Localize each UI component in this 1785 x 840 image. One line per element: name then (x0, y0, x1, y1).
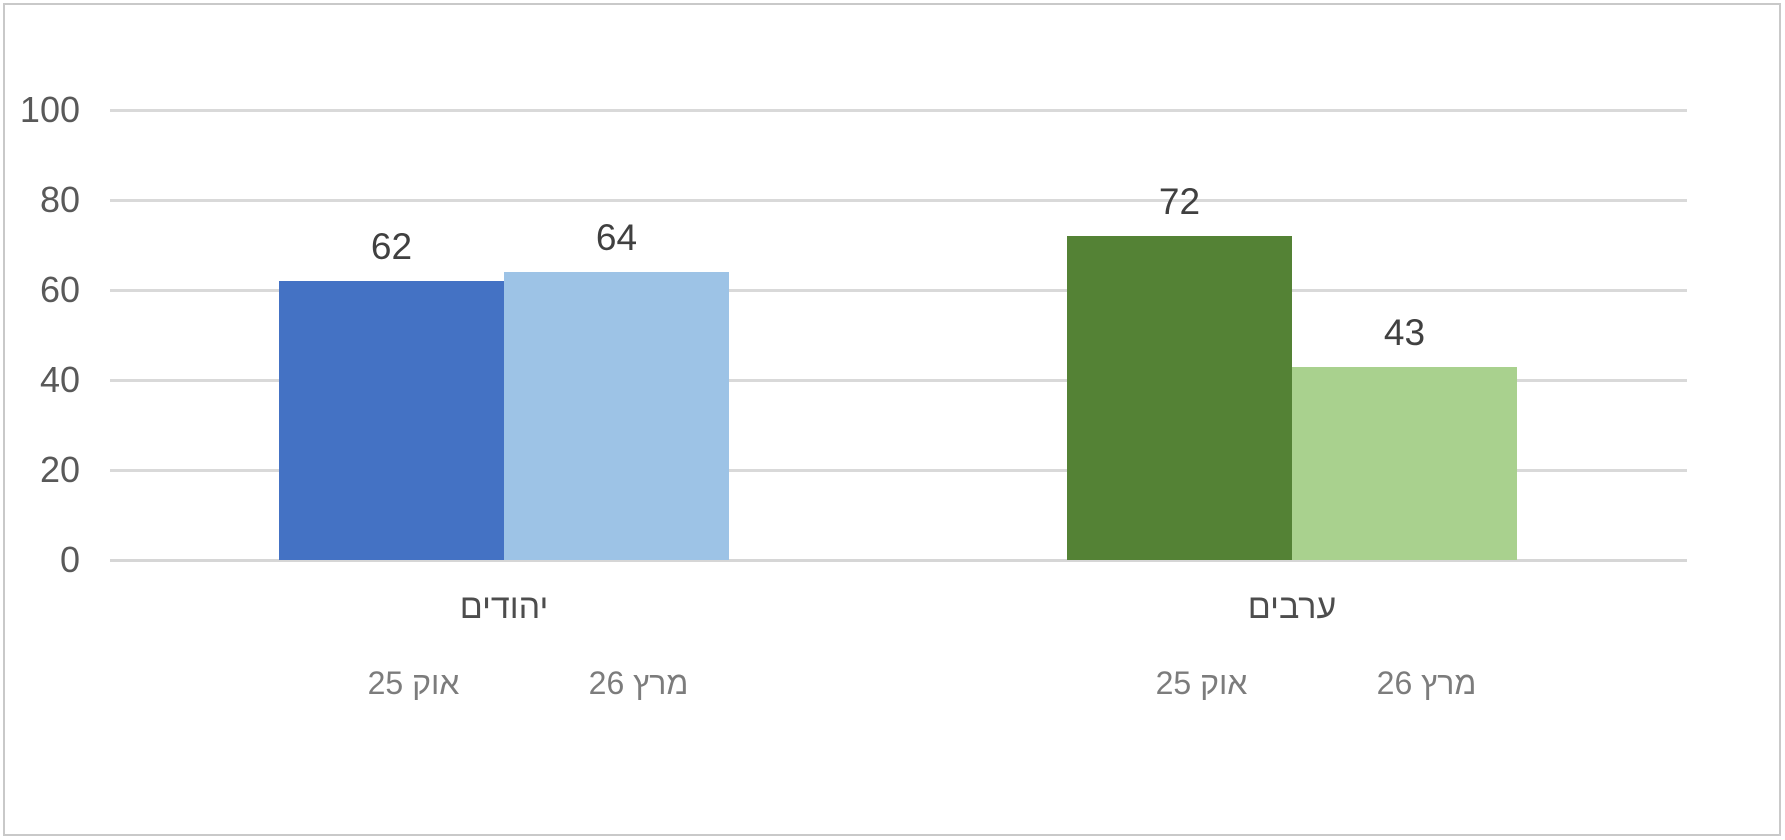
gridline (110, 109, 1687, 112)
bar (1292, 366, 1517, 560)
bar (1067, 236, 1292, 560)
gridline (110, 199, 1687, 202)
bar-value-label: 72 (1158, 181, 1201, 222)
y-tick-label: 40 (39, 359, 80, 400)
y-tick-label: 60 (39, 269, 80, 310)
y-tick-label: 0 (59, 539, 80, 580)
gridline (110, 469, 1687, 472)
series-label: אוק 25 (1155, 665, 1248, 701)
bar (504, 272, 729, 560)
bar-value-label: 43 (1383, 311, 1426, 353)
y-tick-label: 20 (39, 449, 80, 490)
gridline (110, 289, 1687, 292)
bar (279, 281, 504, 560)
series-label: מרץ 26 (588, 665, 689, 701)
y-tick-label: 100 (19, 89, 80, 130)
series-label: אוק 25 (367, 665, 460, 701)
group-label: יהודים (459, 588, 549, 626)
bar-value-label: 64 (595, 217, 638, 258)
group-label: ערבים (1247, 588, 1337, 626)
gridline (110, 559, 1687, 562)
gridline (110, 379, 1687, 382)
bar-value-label: 62 (370, 226, 413, 267)
y-tick-label: 80 (39, 179, 80, 220)
series-label: מרץ 26 (1376, 665, 1477, 701)
